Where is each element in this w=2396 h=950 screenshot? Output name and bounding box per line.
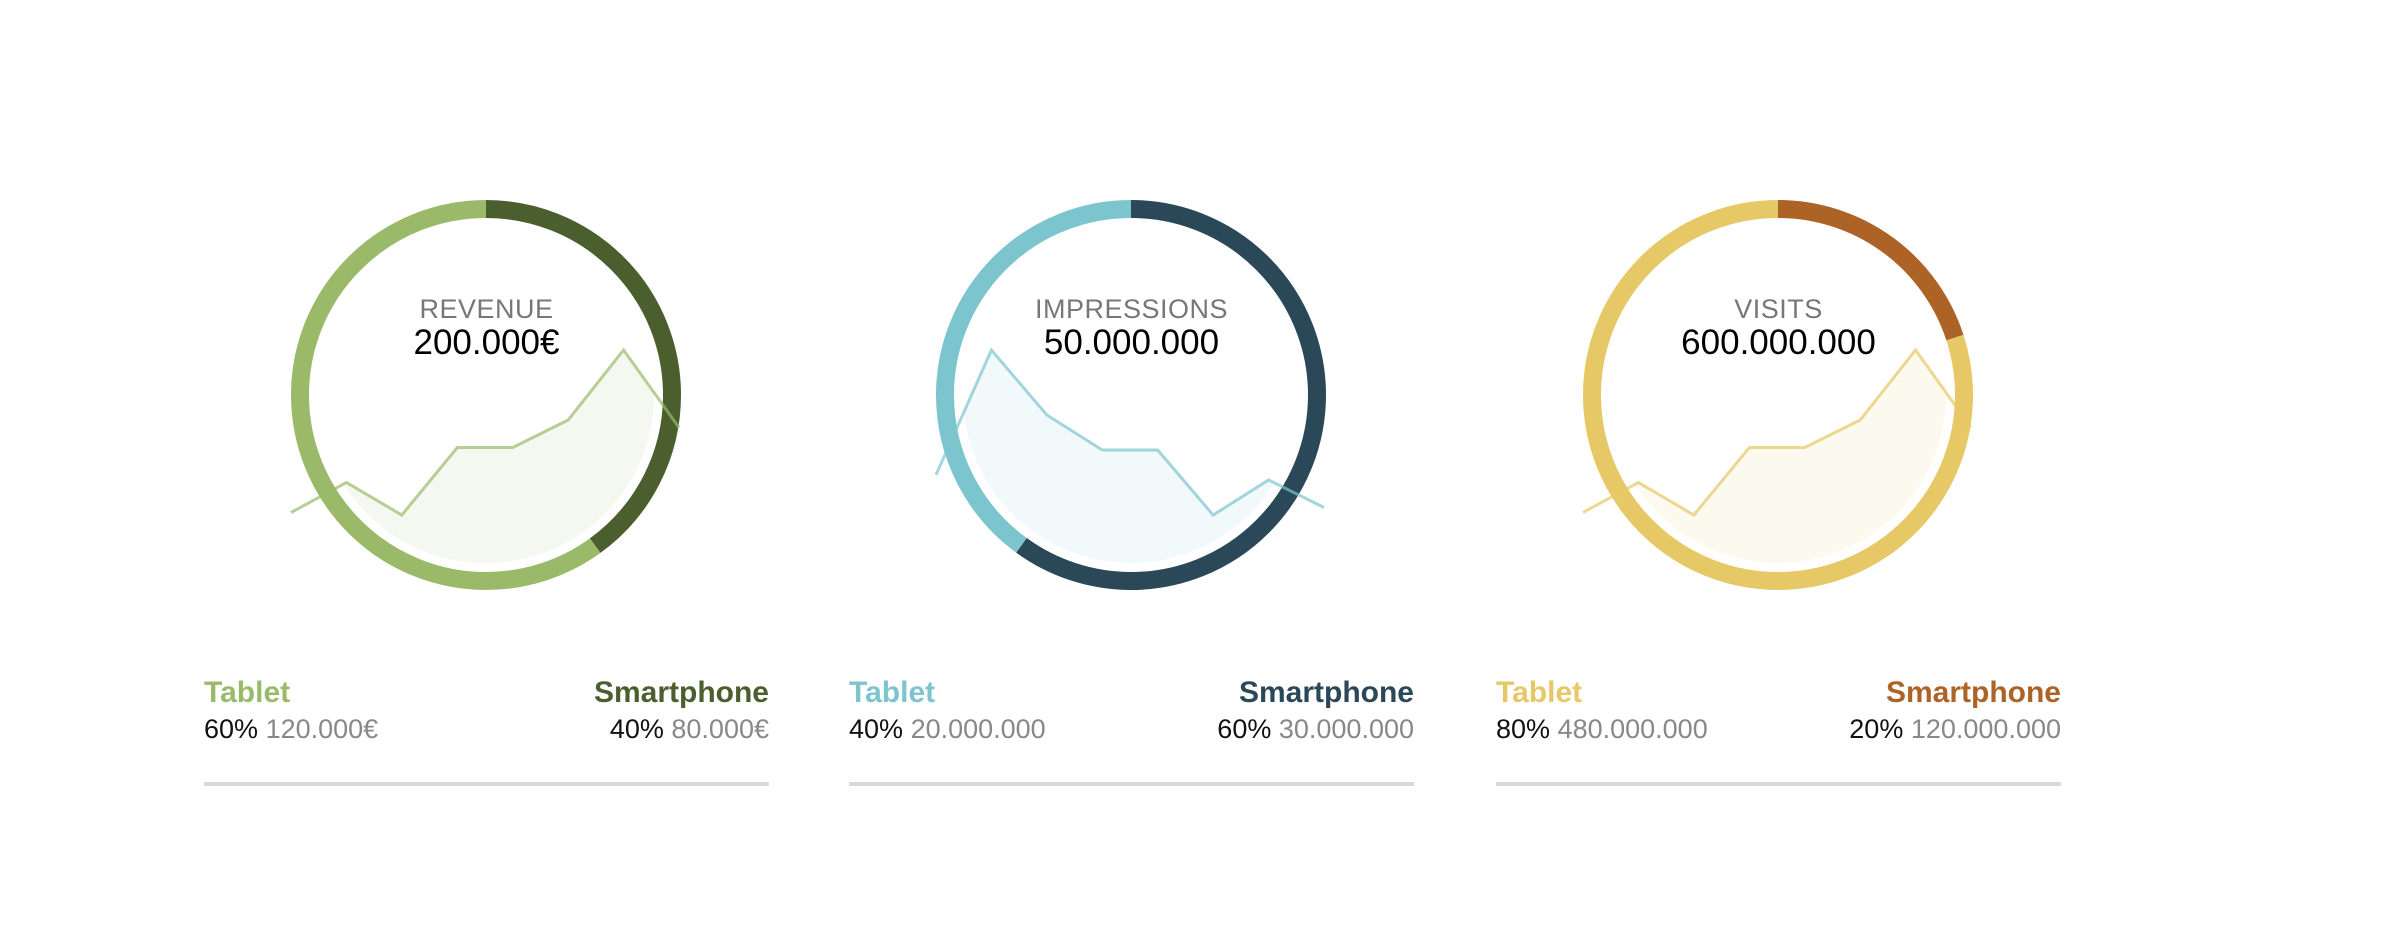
- visits-total: 600.000.000: [1681, 323, 1876, 362]
- legend-tablet-label: Tablet: [204, 676, 291, 709]
- visits-title: VISITS: [1734, 294, 1823, 324]
- sparkline-line: [290, 347, 681, 517]
- legend-tablet: Tablet 80% 480.000.000: [1496, 675, 1708, 747]
- impressions-title: IMPRESSIONS: [1034, 294, 1229, 324]
- legend-tablet: Tablet 60% 120.000€: [204, 675, 378, 747]
- legend-smartphone-value: 120.000.000: [1910, 714, 2061, 744]
- sparkline-line: [1582, 347, 1973, 517]
- sparkline-line: [934, 347, 1325, 517]
- legend-smartphone: Smartphone 60% 30.000.000: [1217, 675, 1414, 747]
- revenue-legend: Tablet 60% 120.000€ Smartphone 40% 80.00…: [204, 675, 769, 775]
- legend-smartphone-percent: 20%: [1849, 714, 1904, 744]
- legend-tablet-percent: 80%: [1496, 714, 1551, 744]
- legend-smartphone-value: 80.000€: [671, 714, 769, 744]
- legend-smartphone-value: 30.000.000: [1278, 714, 1414, 744]
- donut-segment-tablet: [291, 200, 681, 590]
- legend-tablet: Tablet 40% 20.000.000: [849, 675, 1046, 747]
- visits-donut-svg: [1582, 200, 1973, 590]
- sparkline-area: [1610, 350, 1946, 563]
- visits-donut: [1496, 190, 2061, 610]
- legend-tablet-value: 480.000.000: [1557, 714, 1708, 744]
- legend-tablet-value: 120.000€: [265, 714, 379, 744]
- divider: [849, 782, 1414, 786]
- sparkline-area: [318, 350, 654, 563]
- revenue-donut-svg: [290, 200, 681, 590]
- impressions-donut: [849, 190, 1414, 610]
- sparkline-area: [963, 350, 1299, 563]
- impressions-donut-svg: [934, 200, 1326, 590]
- revenue-card: REVENUE 200.000€ Tablet 60% 120.000€ Sma…: [204, 190, 769, 790]
- visits-legend: Tablet 80% 480.000.000 Smartphone 20% 12…: [1496, 675, 2061, 775]
- legend-tablet-percent: 40%: [849, 714, 904, 744]
- legend-tablet-label: Tablet: [849, 676, 936, 709]
- legend-smartphone-label: Smartphone: [1238, 676, 1414, 709]
- legend-smartphone-label: Smartphone: [593, 676, 769, 709]
- revenue-title: REVENUE: [419, 294, 554, 324]
- donut-segment-tablet: [936, 200, 1326, 590]
- divider: [204, 782, 769, 786]
- revenue-total: 200.000€: [413, 323, 560, 362]
- legend-smartphone: Smartphone 40% 80.000€: [594, 675, 769, 747]
- impressions-card: IMPRESSIONS 50.000.000 Tablet 40% 20.000…: [849, 190, 1414, 790]
- impressions-legend: Tablet 40% 20.000.000 Smartphone 60% 30.…: [849, 675, 1414, 775]
- legend-smartphone: Smartphone 20% 120.000.000: [1849, 675, 2061, 747]
- revenue-donut: [204, 190, 769, 610]
- legend-smartphone-label: Smartphone: [1885, 676, 2061, 709]
- legend-tablet-percent: 60%: [204, 714, 259, 744]
- legend-tablet-value: 20.000.000: [910, 714, 1046, 744]
- legend-tablet-label: Tablet: [1496, 676, 1583, 709]
- legend-smartphone-percent: 40%: [609, 714, 664, 744]
- impressions-total: 50.000.000: [1043, 323, 1220, 362]
- divider: [1496, 782, 2061, 786]
- donut-segment-tablet: [1583, 200, 1973, 590]
- visits-card: VISITS 600.000.000 Tablet 80% 480.000.00…: [1496, 190, 2061, 790]
- legend-smartphone-percent: 60%: [1217, 714, 1272, 744]
